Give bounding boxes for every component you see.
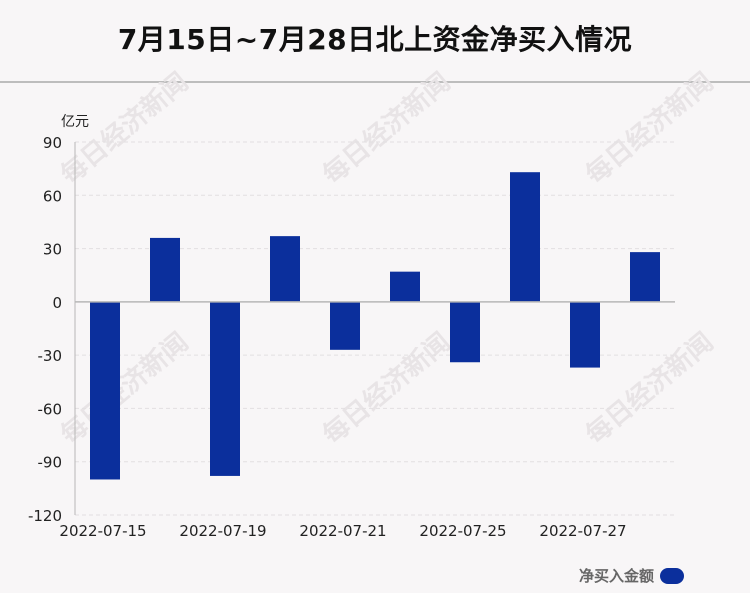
chart-title: 7月15日~7月28日北上资金净买入情况 xyxy=(117,23,633,56)
y-tick-label: 0 xyxy=(52,294,62,312)
bar xyxy=(510,172,540,302)
x-tick-label: 2022-07-19 xyxy=(179,522,266,540)
y-tick-label: 60 xyxy=(43,187,62,205)
legend-label: 净买入金额 xyxy=(578,567,654,585)
title-divider xyxy=(0,81,750,83)
y-tick-label: 90 xyxy=(43,134,62,152)
y-axis-label: 亿元 xyxy=(61,114,89,130)
y-tick-label: -60 xyxy=(38,400,63,418)
y-tick-label: 30 xyxy=(43,241,62,259)
watermark: 每日经济新闻 xyxy=(55,326,194,450)
legend: 净买入金额 xyxy=(579,565,684,586)
bar xyxy=(270,236,300,302)
x-tick-label: 2022-07-25 xyxy=(419,522,506,540)
legend-swatch xyxy=(660,567,684,584)
x-tick-label: 2022-07-15 xyxy=(59,522,146,540)
bar xyxy=(210,301,240,476)
watermark: 每日经济新闻 xyxy=(317,66,456,190)
bar xyxy=(570,301,600,368)
watermark: 每日经济新闻 xyxy=(580,66,719,190)
bar xyxy=(150,237,180,302)
y-tick-label: -120 xyxy=(28,507,62,525)
x-tick-label: 2022-07-27 xyxy=(539,522,626,540)
bar xyxy=(390,271,420,302)
bar xyxy=(450,301,480,363)
bar xyxy=(90,301,120,480)
bar xyxy=(330,301,360,350)
y-tick-label: -90 xyxy=(38,454,63,472)
bar xyxy=(630,252,660,302)
x-tick-label: 2022-07-21 xyxy=(299,522,386,540)
y-tick-label: -30 xyxy=(38,347,63,365)
watermark: 每日经济新闻 xyxy=(580,326,719,450)
